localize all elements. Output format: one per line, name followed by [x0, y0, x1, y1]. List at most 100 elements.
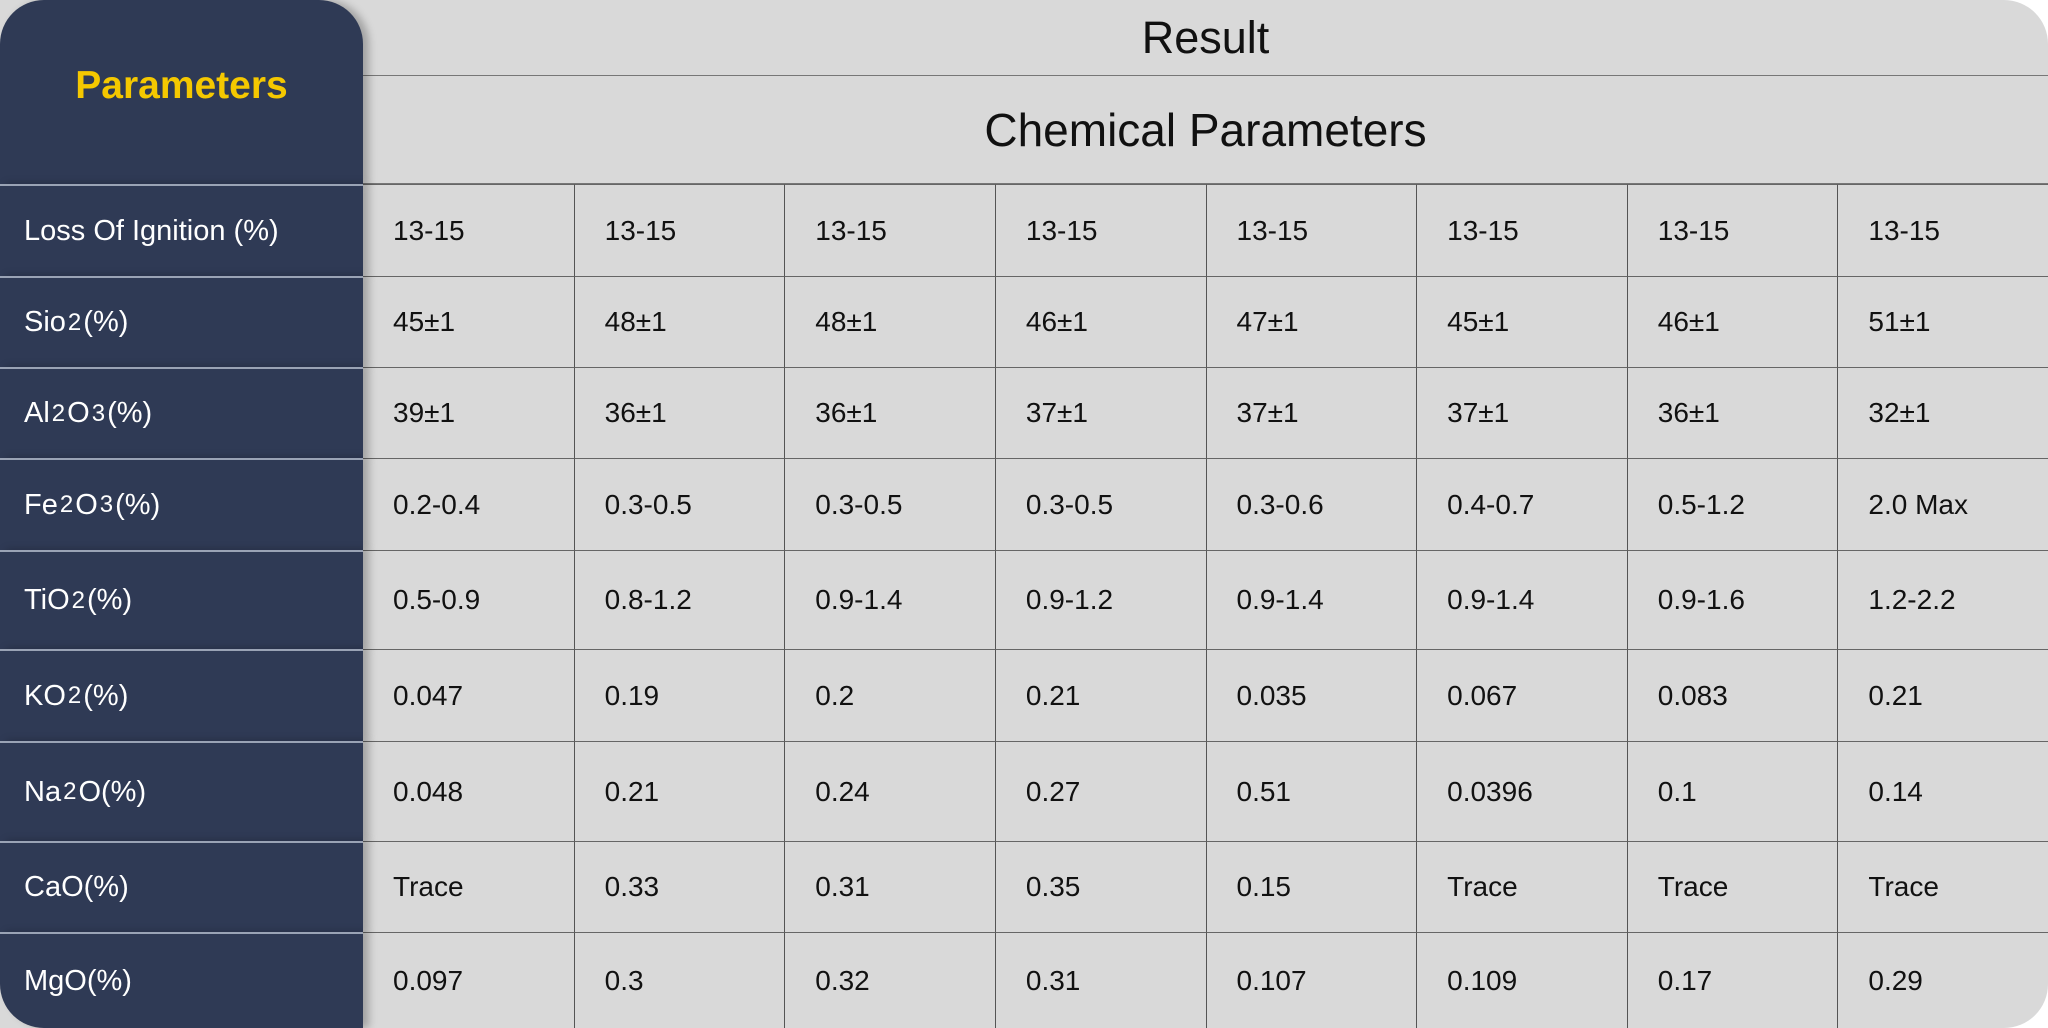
label-text: (%) [83, 306, 129, 338]
parameters-header: Parameters [0, 0, 363, 184]
table-cell: 13-15 [1837, 184, 2048, 276]
table-cell: 0.31 [994, 932, 1206, 1028]
table-cell: 36±1 [784, 367, 995, 458]
label-text: O [75, 488, 98, 521]
row-label: CaO(%) [0, 841, 363, 932]
table-cell: 0.31 [784, 841, 995, 932]
table-cell: 0.9-1.6 [1626, 550, 1838, 649]
table-cell: 37±1 [994, 367, 1206, 458]
label-subscript: 3 [99, 491, 114, 518]
table-cell: 0.9-1.4 [784, 550, 995, 649]
label-text: Loss Of Ignition (%) [24, 214, 279, 247]
table-cell: 0.21 [994, 649, 1206, 741]
table-cell: 0.21 [573, 741, 785, 841]
table-cell: 13-15 [1205, 184, 1417, 276]
table-cell: 0.1 [1626, 741, 1838, 841]
table-cell: 0.24 [784, 741, 995, 841]
table-cell: 0.19 [573, 649, 785, 741]
label-text: KO [24, 679, 66, 712]
table-cell: 0.3-0.6 [1205, 458, 1417, 550]
table-cell: 13-15 [363, 184, 574, 276]
table-cell: 51±1 [1837, 276, 2048, 367]
table-cell: 0.2 [784, 649, 995, 741]
table-cell: 0.27 [994, 741, 1206, 841]
label-text: Al [24, 397, 50, 429]
table-cell: 0.32 [784, 932, 995, 1028]
label-subscript: 2 [63, 778, 77, 805]
row-label: KO 2 (%) [0, 649, 363, 741]
row-label: Al 2 O 3 (%) [0, 367, 363, 458]
table-cell: 0.097 [363, 932, 574, 1028]
table-cell: 0.035 [1205, 649, 1417, 741]
table-cell: 48±1 [784, 276, 995, 367]
label-text: TiO [24, 584, 70, 616]
table-cell: 13-15 [1416, 184, 1627, 276]
row-label: Sio 2 (%) [0, 276, 363, 367]
table-cell: 0.5-0.9 [363, 550, 574, 649]
label-subscript: 2 [51, 399, 66, 427]
table-cell: 39±1 [363, 367, 574, 458]
label-text: Fe [24, 488, 58, 521]
label-text: (%) [115, 488, 161, 521]
table-cell: 36±1 [1626, 367, 1838, 458]
table-cell: 0.5-1.2 [1626, 458, 1838, 550]
table-cell: Trace [1626, 841, 1838, 932]
table-cell: 48±1 [573, 276, 785, 367]
row-label: Na 2 O(%) [0, 741, 363, 841]
table-cell: 47±1 [1205, 276, 1417, 367]
table-cell: 0.2-0.4 [363, 458, 574, 550]
table-cell: 0.17 [1626, 932, 1838, 1028]
table-cell: Trace [363, 841, 574, 932]
label-subscript: 2 [67, 308, 82, 336]
label-text: (%) [107, 397, 153, 429]
table-cell: 0.29 [1837, 932, 2048, 1028]
table-cell: 0.15 [1205, 841, 1417, 932]
label-text: MgO(%) [24, 964, 132, 997]
label-subscript: 3 [91, 399, 106, 427]
label-text: (%) [87, 584, 133, 616]
table-cell: 0.083 [1626, 649, 1838, 741]
table-cell: 0.047 [363, 649, 574, 741]
table-cell: 0.0396 [1416, 741, 1627, 841]
label-text: O [67, 397, 90, 429]
table-cell: 0.33 [573, 841, 785, 932]
row-label: Fe 2 O 3 (%) [0, 458, 363, 550]
chemical-parameters-header: Chemical Parameters [363, 76, 2048, 184]
table-cell: 46±1 [1626, 276, 1838, 367]
row-label: TiO 2 (%) [0, 550, 363, 649]
label-subscript: 2 [67, 682, 82, 709]
table-cell: Trace [1416, 841, 1627, 932]
row-label: MgO(%) [0, 932, 363, 1028]
table-cell: 0.109 [1416, 932, 1627, 1028]
parameters-title: Parameters [75, 64, 288, 107]
table-cell: 13-15 [1626, 184, 1838, 276]
label-text: (%) [83, 679, 129, 712]
table-cell: 13-15 [994, 184, 1206, 276]
table-cell: 13-15 [573, 184, 785, 276]
table-cell: 0.8-1.2 [573, 550, 785, 649]
table-cell: 46±1 [994, 276, 1206, 367]
row-label: Loss Of Ignition (%) [0, 184, 363, 276]
table-cell: 0.21 [1837, 649, 2048, 741]
table-cell: 0.3 [573, 932, 785, 1028]
table-cell: 0.107 [1205, 932, 1417, 1028]
table-cell: 0.4-0.7 [1416, 458, 1627, 550]
table-cell: 0.3-0.5 [784, 458, 995, 550]
label-text: CaO(%) [24, 871, 129, 903]
table-cell: 13-15 [784, 184, 995, 276]
result-header: Result [363, 0, 2048, 76]
table-cell: 0.9-1.4 [1205, 550, 1417, 649]
table-cell: 0.51 [1205, 741, 1417, 841]
table-cell: 0.9-1.4 [1416, 550, 1627, 649]
table-cell: Trace [1837, 841, 2048, 932]
label-text: O(%) [78, 775, 147, 808]
table-cell: 2.0 Max [1837, 458, 2048, 550]
table-cell: 0.3-0.5 [994, 458, 1206, 550]
table-cell: 0.067 [1416, 649, 1627, 741]
table-cell: 0.3-0.5 [573, 458, 785, 550]
table-cell: 45±1 [1416, 276, 1627, 367]
table-cell: 0.14 [1837, 741, 2048, 841]
label-subscript: 2 [59, 491, 74, 518]
label-text: Sio [24, 306, 66, 338]
